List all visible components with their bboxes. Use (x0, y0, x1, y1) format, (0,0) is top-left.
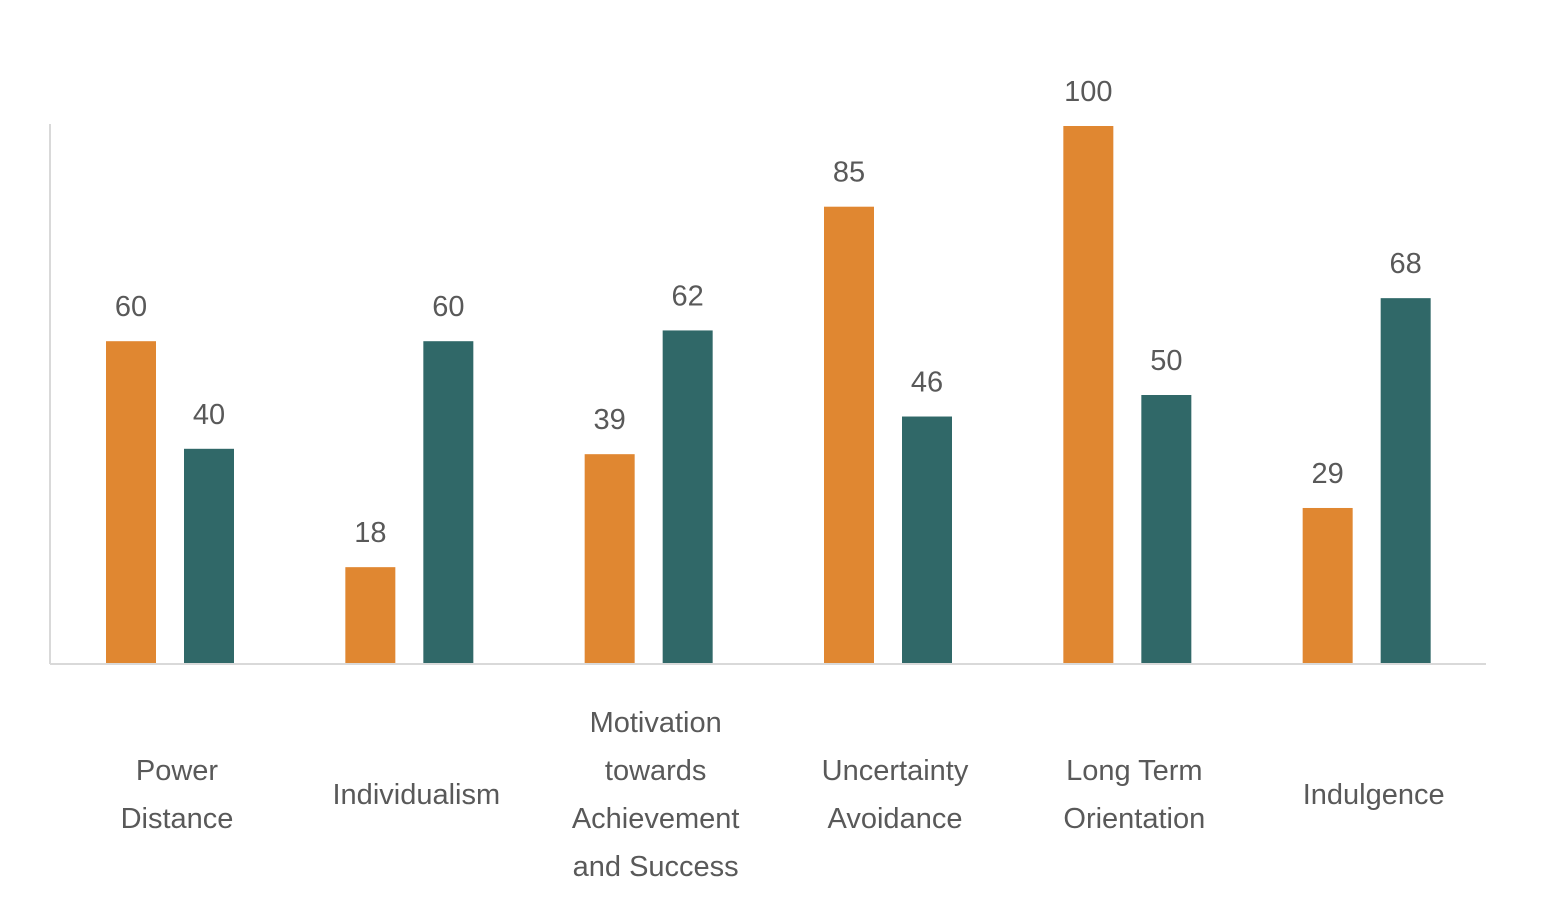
category-label-line: Individualism (333, 779, 501, 811)
data-label: 50 (1150, 345, 1182, 377)
category-label-line: Achievement (572, 803, 740, 835)
category-label: Indulgence (1303, 779, 1445, 811)
data-label: 18 (354, 517, 386, 549)
category-label-line: Power (136, 755, 219, 787)
bar (1302, 507, 1353, 664)
category-label-line: Orientation (1063, 803, 1205, 835)
category-label: Power Distance (121, 755, 234, 835)
bar (106, 341, 156, 664)
data-label: 85 (833, 157, 865, 189)
data-label: 46 (911, 367, 943, 399)
bar (584, 454, 635, 664)
data-label: 39 (594, 404, 626, 436)
category-label-line: Indulgence (1303, 779, 1445, 811)
bar (184, 448, 234, 664)
bar (1141, 395, 1192, 664)
bar (345, 567, 396, 664)
category-label-line: Uncertainty (822, 755, 969, 787)
category-label-line: Motivation (590, 707, 722, 739)
category-label: Individualism (333, 779, 501, 811)
category-label-line: Distance (121, 803, 234, 835)
data-label: 29 (1312, 458, 1344, 490)
bar (1380, 298, 1431, 664)
category-label-line: towards (605, 755, 707, 787)
bar (662, 330, 713, 664)
category-label: Uncertainty Avoidance (822, 755, 969, 835)
bar (902, 416, 952, 664)
category-label-line: and Success (573, 851, 739, 883)
category-labels-layer: Power Distance Individualism Motivation towa… (121, 707, 1445, 883)
category-label-line: Long Term (1066, 755, 1203, 787)
data-labels-layer: 60 40 18 60 39 62 85 46 100 50 29 68 (115, 76, 1422, 549)
bar (824, 206, 874, 664)
bar (1063, 126, 1114, 664)
data-label: 40 (193, 399, 225, 431)
data-label: 68 (1390, 248, 1422, 280)
bars-layer (106, 126, 1431, 664)
category-label-line: Avoidance (828, 803, 963, 835)
category-label: Motivation towards Achievement and Success (572, 707, 740, 883)
bar (423, 341, 474, 664)
data-label: 100 (1064, 76, 1112, 108)
category-label: Long Term Orientation (1063, 755, 1205, 835)
data-label: 60 (432, 291, 464, 323)
data-label: 62 (672, 280, 704, 312)
data-label: 60 (115, 291, 147, 323)
